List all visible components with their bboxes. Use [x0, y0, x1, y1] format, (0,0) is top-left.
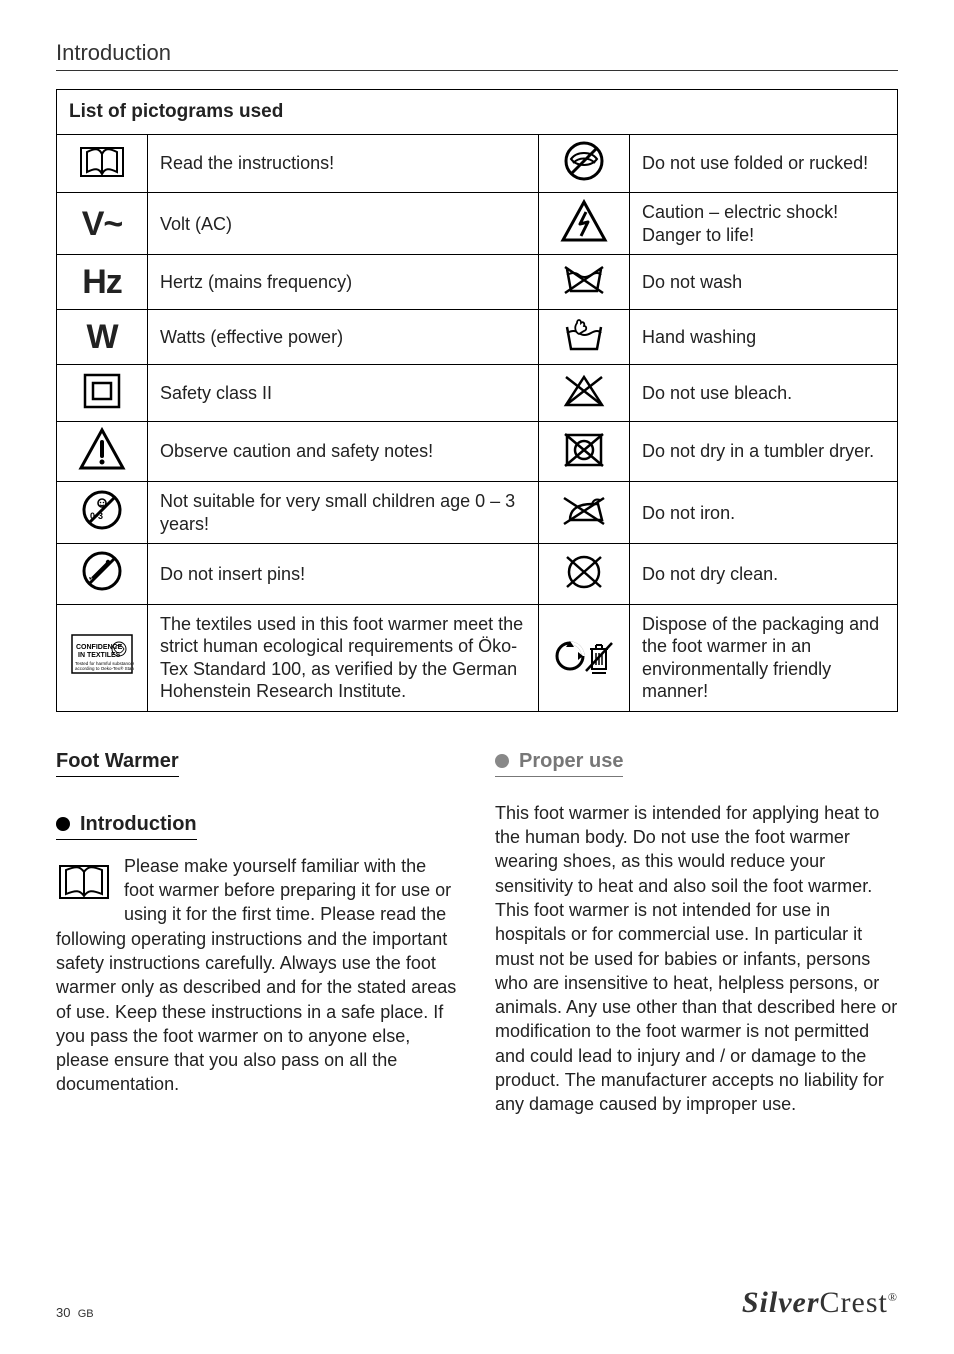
no-tumble-icon: [554, 428, 614, 472]
bullet-icon: [56, 817, 70, 831]
pictogram-label: Volt (AC): [148, 193, 539, 255]
eco-dispose-icon: [554, 634, 614, 678]
no-pins-icon: [72, 548, 132, 594]
pictogram-label: Safety class II: [148, 365, 539, 422]
table-row: V~ Volt (AC) Caution – electric shock! D…: [57, 193, 898, 255]
shock-warning-icon: [554, 198, 614, 244]
oekotex-icon: CONFIDENCE IN TEXTILES Tested for harmfu…: [70, 631, 134, 679]
pictogram-label: Do not use folded or rucked!: [630, 134, 898, 193]
section-intro-title: Introduction: [80, 813, 197, 835]
table-row: Observe caution and safety notes! Do not…: [57, 421, 898, 482]
no-iron-icon: [554, 490, 614, 534]
no-0-3-icon: 0-3: [72, 487, 132, 533]
caution-icon: [72, 426, 132, 472]
section-intro-body: Please make yourself familiar with the f…: [56, 854, 459, 1097]
table-row: Do not insert pins! Do not dry clean.: [57, 544, 898, 605]
page-number-value: 30: [56, 1305, 70, 1320]
read-manual-icon: [56, 860, 112, 910]
watts-icon: W: [72, 315, 132, 359]
table-row: CONFIDENCE IN TEXTILES Tested for harmfu…: [57, 604, 898, 711]
pictogram-label: Do not insert pins!: [148, 544, 539, 605]
table-row: Read the instructions! Do not use folded…: [57, 134, 898, 193]
section-proper-title: Proper use: [519, 750, 623, 772]
pictogram-label: Watts (effective power): [148, 309, 539, 365]
section-proper-head: Proper use: [495, 748, 623, 777]
pictogram-label: Caution – electric shock! Danger to life…: [630, 193, 898, 255]
page-locale: GB: [78, 1308, 94, 1320]
section-intro-text: Please make yourself familiar with the f…: [56, 856, 456, 1095]
brand-part-a: Silver: [742, 1286, 820, 1319]
svg-text:CONFIDENCE: CONFIDENCE: [76, 644, 123, 651]
pictogram-label: Hertz (mains frequency): [148, 255, 539, 310]
no-dryclean-icon: [554, 550, 614, 594]
volt-ac-icon: V~: [72, 202, 132, 246]
pictogram-label: Dispose of the packaging and the foot wa…: [630, 604, 898, 711]
pictogram-label: Do not use bleach.: [630, 365, 898, 422]
no-bleach-icon: [554, 369, 614, 413]
product-title: Foot Warmer: [56, 748, 179, 777]
table-row: Hz Hertz (mains frequency) Do not wash: [57, 255, 898, 310]
table-row: Safety class II Do not use bleach.: [57, 365, 898, 422]
pictogram-label: Observe caution and safety notes!: [148, 421, 539, 482]
read-manual-icon: [72, 140, 132, 184]
pictogram-label: Read the instructions!: [148, 134, 539, 193]
pictogram-label: Hand washing: [630, 309, 898, 365]
bullet-icon: [495, 754, 509, 768]
running-head: Introduction: [56, 40, 898, 71]
hand-wash-icon: [554, 314, 614, 358]
pictogram-label: The textiles used in this foot warmer me…: [148, 604, 539, 711]
svg-text:according to Oeko-Tex® Standar: according to Oeko-Tex® Standard 100: [75, 665, 134, 671]
section-proper-body: This foot warmer is intended for applyin…: [495, 801, 898, 1117]
svg-text:IN TEXTILES: IN TEXTILES: [78, 652, 121, 659]
pictogram-table-title: List of pictograms used: [57, 90, 898, 135]
pictogram-table: List of pictograms used Read the instruc…: [56, 89, 898, 712]
brand-logo: SilverCrest®: [742, 1286, 898, 1320]
page-number: 30 GB: [56, 1305, 94, 1320]
brand-part-b: Crest: [820, 1286, 888, 1319]
no-wash-icon: [554, 259, 614, 303]
hertz-icon: Hz: [72, 260, 132, 304]
pictogram-label: Do not wash: [630, 255, 898, 310]
pictogram-label: Do not iron.: [630, 482, 898, 544]
table-row: W Watts (effective power) Hand washing: [57, 309, 898, 365]
class2-icon: [72, 369, 132, 413]
pictogram-label: Do not dry in a tumbler dryer.: [630, 421, 898, 482]
section-intro-head: Introduction: [56, 811, 197, 840]
brand-registered-icon: ®: [888, 1290, 898, 1304]
pictogram-label: Not suitable for very small children age…: [148, 482, 539, 544]
table-row: 0-3 Not suitable for very small children…: [57, 482, 898, 544]
no-fold-icon: [554, 139, 614, 183]
pictogram-label: Do not dry clean.: [630, 544, 898, 605]
